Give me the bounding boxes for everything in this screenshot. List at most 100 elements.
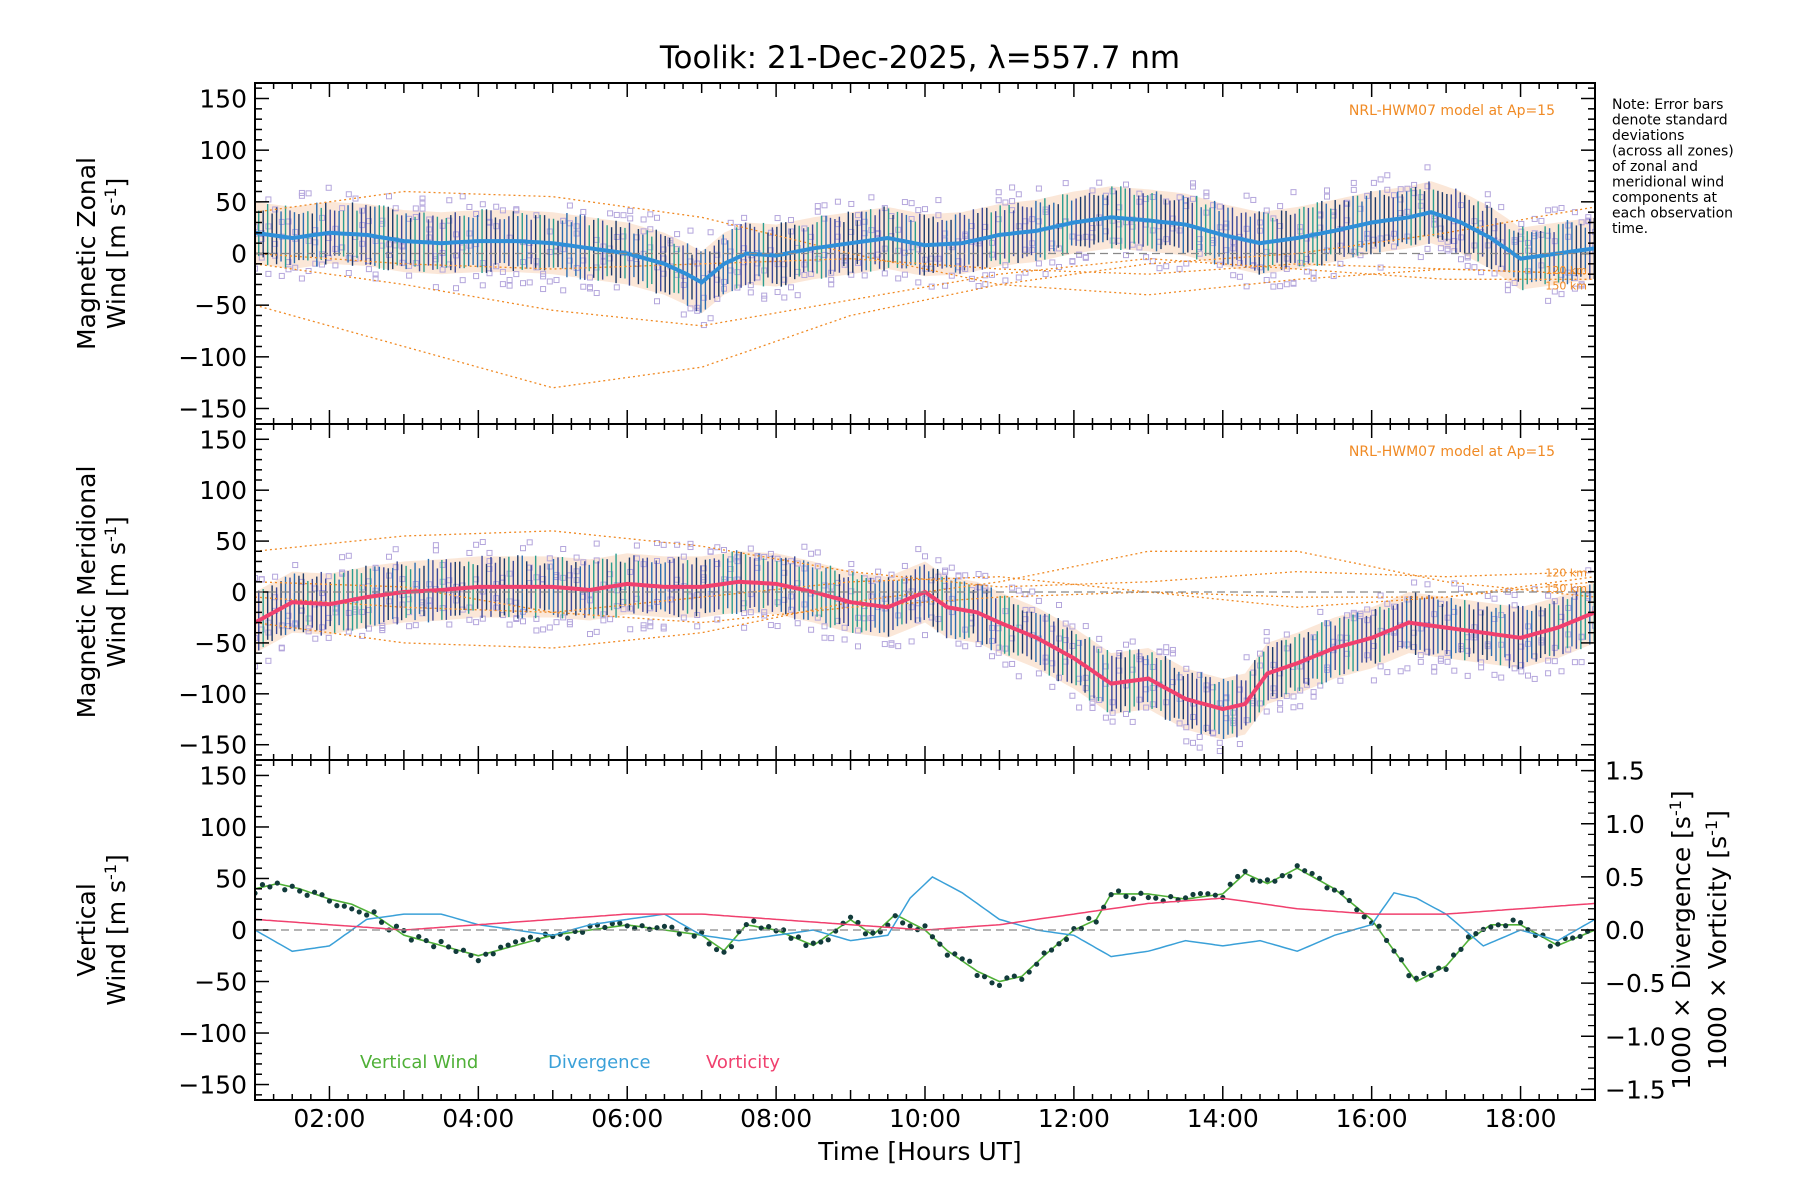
zone-sample	[841, 624, 848, 631]
zone-sample	[1511, 279, 1518, 286]
zone-sample	[1136, 244, 1143, 251]
zone-sample	[1129, 718, 1136, 725]
zone-sample	[1263, 629, 1270, 636]
model-curve	[255, 252, 1595, 275]
zone-sample	[587, 285, 593, 292]
zone-sample	[278, 622, 285, 629]
zone-sample	[1417, 254, 1424, 261]
vertical-wind-point	[498, 944, 504, 950]
zone-sample	[1310, 269, 1317, 276]
zone-sample	[922, 595, 928, 602]
vertical-wind-point	[445, 944, 452, 950]
model-label: NRL-HWM07 model at Ap=15	[1349, 444, 1555, 460]
zone-sample	[855, 212, 861, 219]
zone-sample	[1002, 199, 1009, 206]
zone-sample	[1196, 744, 1203, 751]
zone-sample	[761, 609, 768, 616]
note-line: time.	[1612, 221, 1648, 237]
vertical-wind-point	[311, 889, 318, 895]
zone-sample	[1498, 674, 1505, 681]
zone-sample	[747, 289, 754, 296]
zone-sample	[1257, 227, 1263, 234]
zone-sample	[1310, 634, 1317, 641]
zone-sample	[1458, 585, 1464, 592]
zone-sample	[426, 234, 433, 241]
zone-sample	[767, 622, 774, 629]
vertical-wind-point	[1495, 922, 1501, 928]
vertical-wind-point	[1488, 924, 1494, 930]
y-tick-label: 50	[215, 188, 247, 217]
zone-sample	[613, 233, 620, 240]
zone-sample	[392, 546, 399, 553]
zone-sample	[1558, 291, 1565, 298]
zone-sample	[399, 576, 406, 583]
zone-sample	[1163, 644, 1170, 651]
zone-sample	[560, 217, 567, 224]
zone-sample	[1163, 236, 1170, 243]
zone-sample	[915, 279, 922, 286]
zone-sample	[1096, 179, 1103, 186]
zone-sample	[1377, 264, 1384, 271]
zone-sample	[855, 614, 861, 621]
zone-sample	[908, 604, 915, 611]
zone-sample	[1391, 603, 1397, 610]
vertical-wind-point	[1197, 890, 1204, 897]
zone-sample	[1123, 710, 1129, 717]
y-tick-label: −50	[194, 291, 247, 320]
vertical-wind-point	[349, 906, 355, 912]
vertical-wind-point	[1339, 890, 1345, 896]
zone-sample	[627, 568, 634, 575]
zone-sample	[908, 638, 915, 645]
zone-sample	[868, 593, 875, 600]
zone-sample	[520, 545, 526, 552]
y-tick-label: −100	[178, 343, 247, 372]
zone-sample	[995, 197, 1002, 204]
zone-sample	[1578, 282, 1585, 289]
vertical-wind-point	[981, 974, 988, 980]
zone-sample	[1458, 646, 1464, 653]
zone-sample	[520, 259, 526, 266]
vertical-wind-point	[304, 892, 310, 898]
zone-sample	[741, 624, 748, 631]
zone-sample	[560, 574, 567, 581]
zone-sample	[1417, 658, 1424, 665]
zone-sample	[573, 554, 580, 561]
zone-sample	[881, 595, 888, 602]
zone-sample	[305, 628, 312, 635]
vertical-wind-point	[743, 921, 749, 928]
zone-sample	[1370, 677, 1377, 684]
vertical-wind-point	[1034, 961, 1040, 967]
zone-sample	[1551, 288, 1558, 295]
zone-sample	[560, 246, 567, 253]
zone-sample	[1397, 186, 1404, 193]
zone-sample	[1324, 187, 1330, 194]
zone-sample	[1069, 692, 1076, 699]
zone-sample	[647, 211, 654, 218]
zone-sample	[1344, 612, 1351, 619]
zone-sample	[1056, 245, 1062, 252]
zone-sample	[298, 275, 305, 282]
km-label-150: 150 km	[1545, 582, 1587, 595]
zone-sample	[520, 280, 526, 287]
zone-sample	[694, 612, 701, 619]
zone-sample	[345, 191, 352, 198]
zone-sample	[1458, 202, 1464, 209]
zone-sample	[774, 289, 781, 296]
zone-sample	[935, 212, 942, 219]
zone-sample	[1424, 183, 1431, 190]
zone-sample	[995, 644, 1002, 651]
zone-sample	[1545, 657, 1552, 664]
zone-sample	[526, 279, 533, 286]
zone-sample	[319, 251, 325, 258]
zone-sample	[272, 206, 279, 213]
zone-sample	[801, 225, 808, 232]
vertical-wind-point	[1153, 895, 1159, 901]
zone-sample	[848, 200, 855, 207]
vertical-wind-point	[624, 923, 630, 929]
zone-sample	[721, 238, 727, 245]
zone-sample	[680, 311, 687, 318]
zone-sample	[694, 304, 701, 311]
model-curve	[255, 206, 1595, 389]
vertical-wind-point	[460, 947, 467, 953]
zone-sample	[1216, 700, 1223, 707]
